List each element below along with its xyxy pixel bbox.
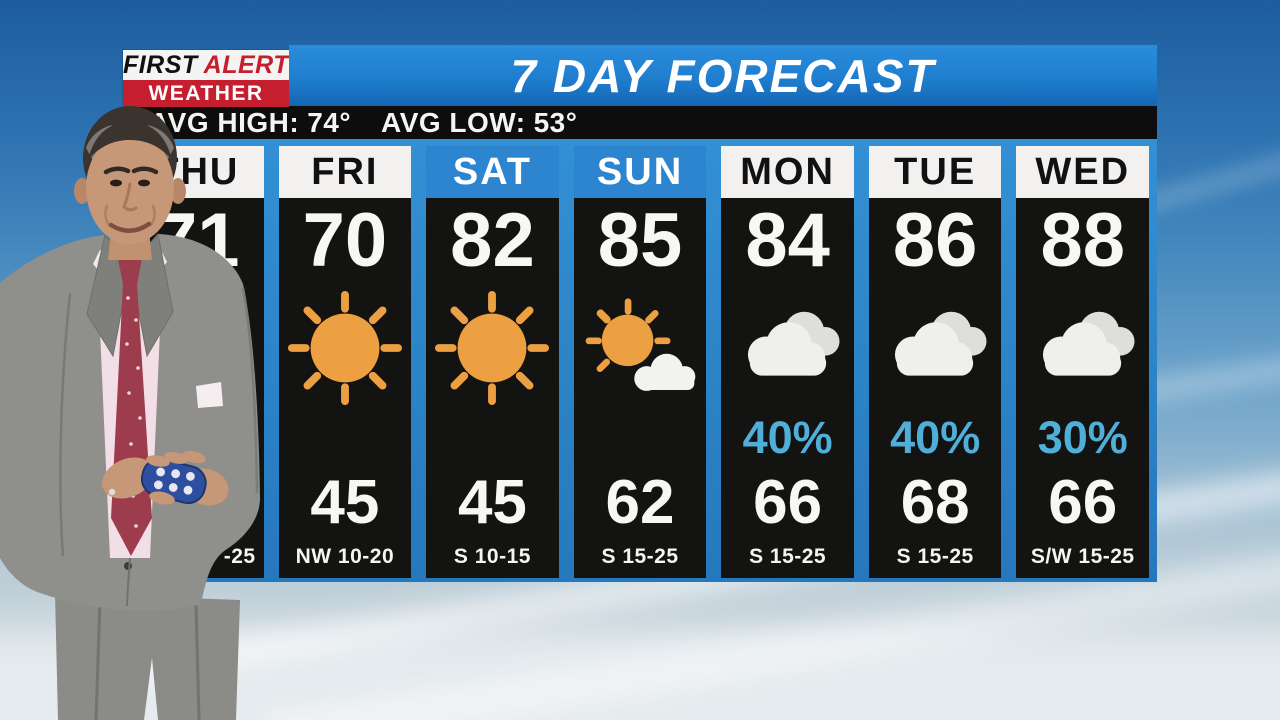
low-temp: 66	[1048, 468, 1118, 537]
day-label: FRI	[311, 150, 379, 193]
day-body: 82 45 S 10-15	[426, 198, 559, 578]
wind-forecast: NW 10-20	[295, 545, 395, 568]
page-title: 7 DAY FORECAST	[289, 45, 1157, 106]
sky-condition	[1019, 284, 1147, 412]
precip-chance: 40%	[890, 412, 981, 463]
sunny-icon	[435, 290, 550, 406]
avg-low-label: AVG LOW:	[381, 106, 526, 138]
day-body: 84 40% 66 S 15-25	[721, 198, 854, 578]
forecast-day-column: FRI 70 45	[278, 146, 412, 578]
logo-weather: WEATHER	[123, 80, 289, 107]
sunny-icon	[287, 290, 402, 406]
day-label: TUE	[894, 150, 977, 193]
cloudy-icon	[895, 311, 987, 376]
logo-alert: ALERT	[203, 50, 290, 79]
wind-forecast: S/W 15-25	[1030, 545, 1135, 568]
day-header: SUN	[573, 146, 707, 198]
wind-forecast: S 15-25	[749, 545, 827, 568]
high-temp: 82	[450, 198, 535, 283]
sky-condition	[281, 284, 409, 412]
avg-high-value: 74°	[307, 106, 352, 138]
sky-condition	[871, 284, 999, 412]
wind-forecast: S 10-15	[453, 545, 531, 568]
low-temp: 66	[753, 468, 823, 537]
high-temp: 86	[892, 198, 978, 283]
high-temp: 88	[1040, 198, 1126, 283]
day-body: 86 40% 68 S 15-25	[868, 198, 1002, 578]
sky-condition	[724, 284, 852, 412]
day-header: SAT	[426, 146, 559, 198]
low-temp: 45	[310, 468, 380, 537]
sky-condition	[576, 284, 704, 412]
low-temp: 45	[457, 468, 527, 537]
avg-low-value: 53°	[533, 106, 578, 138]
day-header: TUE	[868, 146, 1002, 198]
station-logo: FIRST ALERT WEATHER	[123, 50, 289, 107]
low-temp: 62	[605, 468, 675, 537]
cloudy-icon	[747, 311, 840, 376]
precip-chance: 40%	[742, 412, 833, 463]
partly-cloudy-icon	[585, 298, 696, 391]
day-label: SUN	[596, 150, 684, 193]
day-header: WED	[1016, 146, 1150, 198]
avg-low-stat: AVG LOW: 53°	[381, 107, 577, 139]
forecast-day-column: SUN 85 62	[573, 146, 707, 578]
day-header: FRI	[278, 146, 412, 198]
avg-high-stat: AVG HIGH: 74°	[149, 107, 351, 139]
low-temp: 68	[900, 468, 970, 537]
header-row: FIRST ALERT WEATHER 7 DAY FORECAST	[123, 45, 1157, 107]
wind-forecast: S 15-25	[601, 545, 679, 568]
sky-condition	[428, 284, 556, 412]
forecast-day-column: WED 88 30% 66 S/W 15-25	[1016, 146, 1150, 578]
logo-first: FIRST	[122, 50, 198, 79]
day-header: MON	[721, 146, 854, 198]
wind-forecast: -25	[223, 545, 256, 568]
day-body: 70 45 NW 10-20	[278, 198, 412, 578]
high-temp: 85	[597, 198, 683, 283]
day-body: 85 62 S 15-25	[573, 198, 707, 578]
avg-high-label: AVG HIGH:	[149, 106, 300, 138]
high-temp: 84	[745, 198, 830, 283]
forecast-day-column: SAT 82 45	[426, 146, 559, 578]
logo-first-alert: FIRST ALERT	[123, 50, 289, 80]
weather-presenter	[0, 106, 260, 720]
day-label: MON	[740, 150, 835, 193]
precip-chance: 30%	[1037, 412, 1128, 463]
wind-forecast: S 15-25	[896, 545, 974, 568]
forecast-day-column: TUE 86 40% 68 S 15-25	[868, 146, 1002, 578]
day-body: 88 30% 66 S/W 15-25	[1016, 198, 1150, 578]
day-label: WED	[1035, 150, 1131, 193]
averages-bar: AVG HIGH: 74° AVG LOW: 53°	[123, 106, 1157, 139]
forecast-day-column: MON 84 40% 66 S 15-25	[721, 146, 854, 578]
cloudy-icon	[1042, 311, 1135, 376]
day-label: SAT	[452, 150, 533, 193]
high-temp: 70	[302, 198, 388, 283]
